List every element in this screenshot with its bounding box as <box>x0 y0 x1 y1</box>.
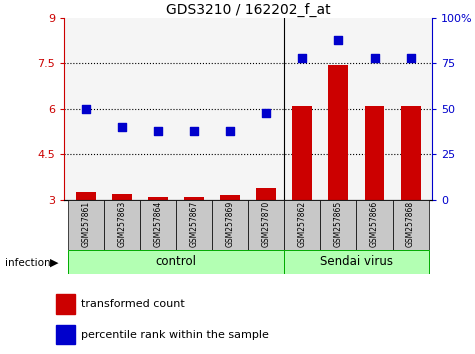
Bar <box>184 197 204 200</box>
Bar <box>365 106 384 200</box>
Title: GDS3210 / 162202_f_at: GDS3210 / 162202_f_at <box>166 2 331 17</box>
Bar <box>392 200 428 250</box>
Bar <box>56 325 75 344</box>
Bar <box>68 200 104 250</box>
Text: control: control <box>155 256 197 268</box>
Text: GSM257861: GSM257861 <box>81 201 90 247</box>
Point <box>334 37 342 42</box>
Point <box>227 128 234 133</box>
Text: Sendai virus: Sendai virus <box>320 256 393 268</box>
Bar <box>56 295 75 314</box>
Bar <box>220 195 240 200</box>
Text: GSM257867: GSM257867 <box>190 201 199 247</box>
Text: GSM257869: GSM257869 <box>226 201 235 247</box>
Bar <box>148 197 168 200</box>
Bar <box>284 200 320 250</box>
Text: infection: infection <box>5 258 50 268</box>
Point <box>407 55 414 61</box>
Bar <box>140 200 176 250</box>
Point <box>82 106 90 112</box>
Point <box>298 55 306 61</box>
Bar <box>356 200 392 250</box>
Bar <box>176 200 212 250</box>
Text: GSM257868: GSM257868 <box>406 201 415 247</box>
Text: GSM257862: GSM257862 <box>298 201 307 247</box>
Text: GSM257863: GSM257863 <box>117 201 126 247</box>
Text: GSM257864: GSM257864 <box>153 201 162 247</box>
Bar <box>76 193 95 200</box>
Point <box>262 110 270 115</box>
Bar <box>320 200 356 250</box>
Bar <box>68 250 284 274</box>
Bar <box>256 188 276 200</box>
Bar <box>212 200 248 250</box>
Text: percentile rank within the sample: percentile rank within the sample <box>81 330 269 339</box>
Text: ▶: ▶ <box>50 258 59 268</box>
Text: GSM257870: GSM257870 <box>262 201 271 247</box>
Text: transformed count: transformed count <box>81 299 185 309</box>
Bar <box>401 106 420 200</box>
Text: GSM257866: GSM257866 <box>370 201 379 247</box>
Bar <box>293 106 312 200</box>
Bar <box>248 200 284 250</box>
Point <box>154 128 162 133</box>
Bar <box>329 65 348 200</box>
Point <box>370 55 378 61</box>
Point <box>118 124 126 130</box>
Point <box>190 128 198 133</box>
Bar <box>104 200 140 250</box>
Bar <box>112 194 132 200</box>
Text: GSM257865: GSM257865 <box>334 201 343 247</box>
Bar <box>284 250 428 274</box>
